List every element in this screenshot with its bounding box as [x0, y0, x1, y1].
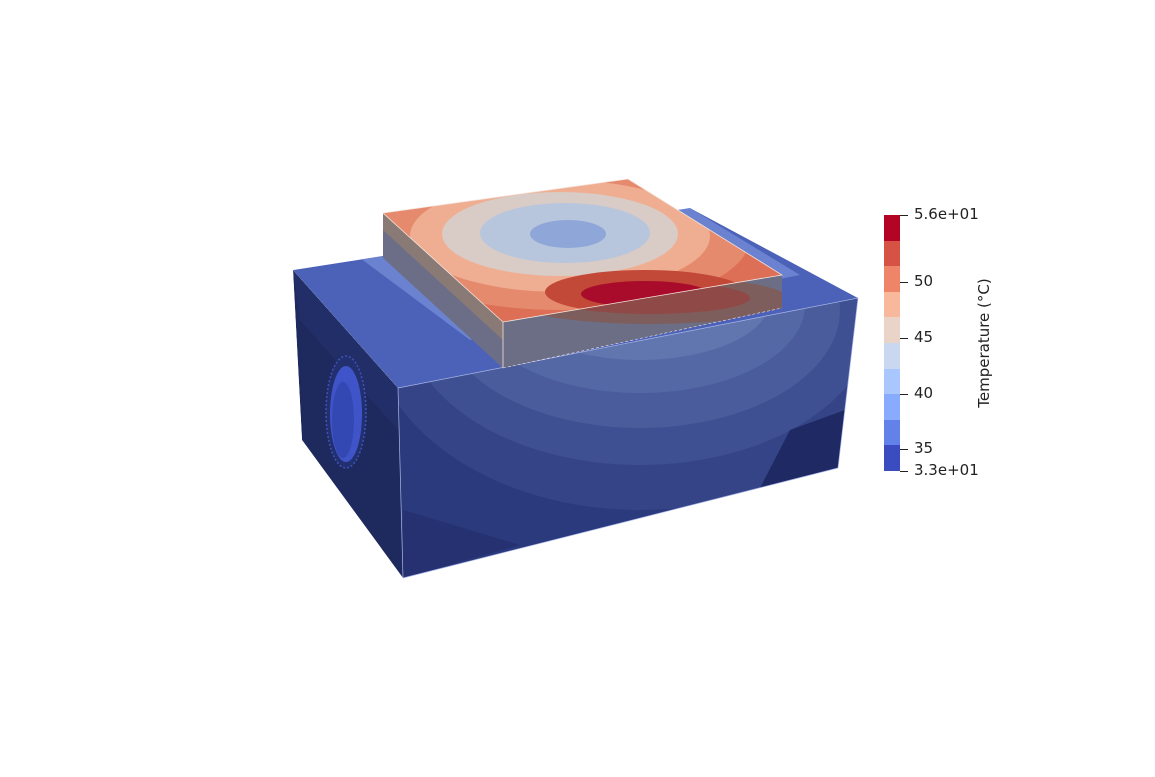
colorbar-tick-label: 50: [914, 272, 934, 290]
plate-top-face: [383, 179, 782, 322]
plate-left-face: [383, 213, 503, 368]
side-hole: [325, 355, 367, 469]
colorbar-tick-45: [900, 338, 908, 339]
colorbar-tick-max: [900, 215, 908, 216]
colorbar-min-label: 3.3e+01: [914, 461, 979, 479]
colorbar-tick-35: [900, 449, 908, 450]
plate-outline: [382, 178, 784, 323]
colorbar-band: [884, 394, 900, 420]
colorbar-max-label: 5.6e+01: [914, 205, 979, 223]
colorbar-tick-40: [900, 394, 908, 395]
colorbar-band: [884, 317, 900, 343]
colorbar-band: [884, 445, 900, 471]
colorbar-band: [884, 419, 900, 446]
colorbar-band: [884, 215, 900, 241]
colorbar-band: [884, 368, 900, 395]
colorbar-band: [884, 342, 900, 369]
block-front-edge: [397, 297, 859, 579]
colorbar-band: [884, 240, 900, 267]
colorbar: [884, 215, 900, 471]
colorbar-band: [884, 291, 900, 318]
colorbar-title: Temperature (°C): [975, 278, 993, 408]
colorbar-band: [884, 266, 900, 292]
colorbar-tick-min: [900, 471, 908, 472]
colorbar-tick-label: 40: [914, 384, 934, 402]
colorbar-tick-label: 45: [914, 328, 934, 346]
colorbar-tick-label: 35: [914, 439, 934, 457]
colorbar-tick-50: [900, 282, 908, 283]
